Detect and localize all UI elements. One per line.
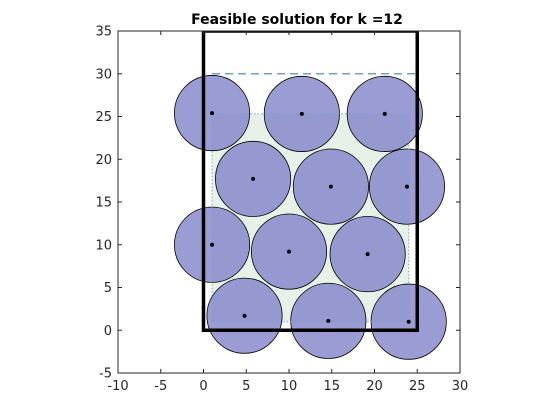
chart-title: Feasible solution for k =12 [191,12,403,28]
y-tick-label: 10 [95,238,112,253]
x-tick-label: 20 [366,379,383,394]
y-tick-label: 30 [95,67,112,82]
center-point-6 [404,184,409,189]
container-rectangle [201,31,419,332]
center-point-2 [299,111,304,116]
x-tick-label: 25 [409,379,426,394]
inner-boundary [211,113,410,323]
center-point-12 [406,319,411,324]
center-point-8 [287,249,291,254]
x-tick-label: 30 [452,379,469,394]
y-tick-label: 0 [104,324,112,339]
x-tick-label: 15 [323,379,340,394]
center-point-11 [326,318,331,323]
x-tick-label: 10 [281,379,298,394]
y-tick-label: -5 [99,367,112,382]
plot-content [174,31,447,360]
x-tick-label: 0 [199,379,207,394]
plot-area [174,31,447,360]
center-point-5 [328,184,333,189]
x-tick-label: -10 [107,379,128,394]
center-point-9 [365,252,370,257]
center-point-7 [210,242,215,247]
y-tick-label: 35 [95,25,112,40]
y-tick-label: 5 [104,281,112,296]
y-tick-label: 15 [95,196,112,211]
y-tick-label: 25 [95,110,112,125]
center-point-1 [210,111,215,116]
x-tick-label: 5 [242,379,250,394]
y-tick-label: 20 [95,153,112,168]
center-point-3 [382,111,387,116]
x-tick-label: -5 [154,379,167,394]
center-point-4 [251,176,256,181]
center-point-10 [242,313,247,318]
